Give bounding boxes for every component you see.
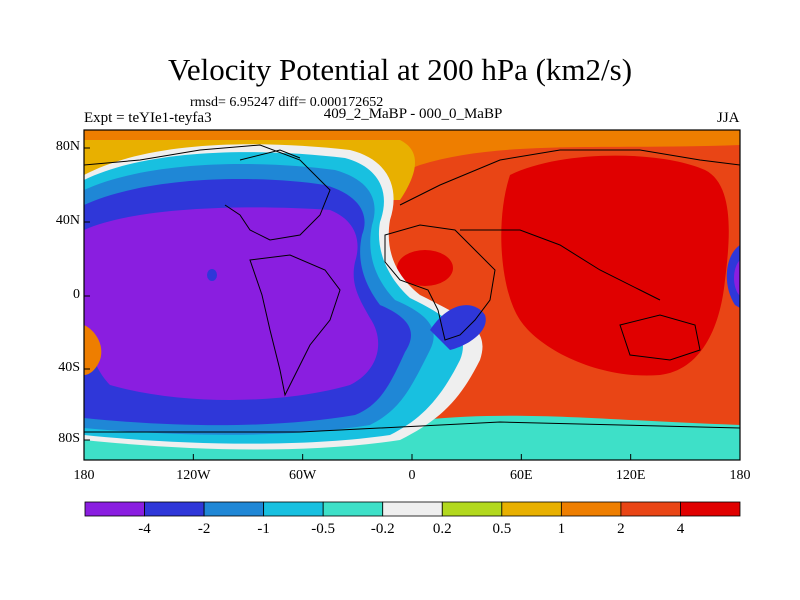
field-purple-low: [84, 207, 379, 400]
coast-eurasia-north: [399, 149, 740, 206]
y-tick-label: 0: [73, 287, 80, 302]
colorbar-label: -4: [138, 521, 151, 537]
colorbar-swatch: [680, 501, 741, 517]
field-east-edge-blue: [726, 245, 740, 308]
field-asia-red-high: [501, 155, 729, 376]
colorbar-swatch: [620, 501, 681, 517]
colorbar-swatch: [263, 501, 324, 517]
map-title: Velocity Potential at 200 hPa (km2/s): [167, 52, 633, 87]
coast-greenland: [239, 149, 301, 161]
y-tick-label: 40S: [58, 360, 80, 375]
field-africa-red-patch: [397, 250, 453, 286]
coast-asia-south: [460, 229, 661, 301]
colorbar-swatch: [84, 501, 145, 517]
x-tick-label: 120W: [176, 468, 211, 483]
colorbar-swatch: [322, 501, 384, 517]
coast-africa: [384, 224, 496, 341]
x-tick-label: 120E: [615, 468, 646, 483]
stats-line: rmsd= 6.95247 diff= 0.000172652: [190, 95, 384, 110]
colorbar-label: 4: [676, 521, 685, 537]
y-tick-label: 80N: [55, 139, 80, 154]
field-west-edge-orange: [84, 325, 102, 375]
colorbar-label: -0.2: [370, 521, 395, 537]
colorbar-swatch: [441, 501, 503, 517]
coast-australia: [619, 314, 701, 361]
y-tick-label: 80S: [58, 431, 80, 446]
coast-south-america: [249, 254, 341, 397]
x-tick-label: 60E: [510, 468, 533, 483]
coastlines: [84, 144, 740, 433]
difference-label: 409_2_MaBP - 000_0_MaBP: [323, 106, 503, 122]
colorbar-label: -2: [197, 521, 211, 537]
colorbar-swatch: [501, 501, 562, 517]
field-blue-spot: [207, 269, 217, 281]
colorbar-label: 0.2: [432, 521, 452, 537]
colorbar-label: 1: [557, 521, 566, 537]
colorbar-swatch: [144, 501, 205, 517]
field-east-edge-purple: [734, 260, 740, 296]
contour-field: [84, 130, 740, 460]
x-tick-label: 60W: [289, 468, 317, 483]
axis-ticks: [83, 147, 741, 460]
experiment-label: Expt = teYIe1-teyfa3: [84, 110, 212, 126]
colorbar-swatch: [203, 501, 265, 517]
colorbar-swatch: [560, 501, 622, 517]
x-tick-label: 0: [408, 468, 416, 483]
colorbar: [84, 501, 741, 517]
colorbar-label: -0.5: [311, 521, 336, 537]
y-tick-label: 40N: [55, 213, 80, 228]
x-tick-label: 180: [729, 468, 751, 483]
field-atlantic-blue-tongue: [430, 305, 486, 350]
colorbar-swatch: [382, 501, 443, 517]
season-label: JJA: [717, 110, 740, 126]
colorbar-label: 0.5: [492, 521, 512, 537]
coast-antarctica: [84, 421, 740, 433]
colorbar-label: -1: [257, 521, 270, 537]
coast-north-america: [84, 144, 331, 241]
colorbar-label: 2: [617, 521, 625, 537]
x-tick-label: 180: [73, 468, 95, 483]
